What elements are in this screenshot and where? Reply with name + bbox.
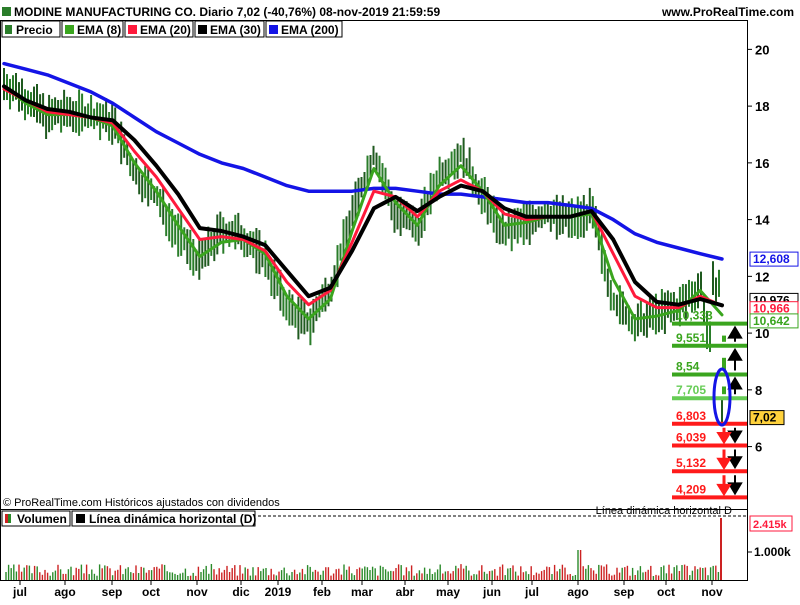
up-arrow-icon: [727, 376, 743, 395]
footer-note: © ProRealTime.com Históricos ajustados c…: [3, 497, 280, 509]
volume-legend: Volumen Línea dinámica horizontal (D): [1, 510, 256, 527]
price-axis: 20 18 16 14 12 10 8 6: [748, 42, 770, 455]
legend-item-volumen[interactable]: [1, 510, 71, 527]
x-tick-label: sep: [102, 585, 123, 599]
color-swatch: [269, 25, 278, 34]
y-tick-label: 10: [755, 326, 769, 341]
down-arrow-icon: [727, 427, 743, 444]
level-label: 8,54: [676, 360, 700, 374]
chart-title: MODINE MANUFACTURING CO. Diario 7,02 (-4…: [14, 5, 440, 19]
y-tick-label: 6: [755, 440, 762, 455]
up-arrow-icon: [727, 325, 743, 342]
level-label: 9,551: [676, 331, 706, 345]
x-tick-label: oct: [657, 585, 675, 599]
x-tick-label: oct: [142, 585, 160, 599]
y-tick-label: 8: [755, 383, 762, 398]
down-arrow-icon: [716, 449, 732, 471]
x-tick-label: feb: [313, 585, 331, 599]
x-tick-label: may: [436, 585, 460, 599]
x-tick-label: mar: [351, 585, 373, 599]
level-label: 7,705: [676, 383, 706, 397]
down-arrow-icon: [727, 475, 743, 496]
legend-item-ema30[interactable]: [194, 20, 265, 38]
level-label: 4,209: [676, 482, 706, 496]
ema-8-line: [2, 84, 724, 321]
price-marker-label: 7,02: [753, 411, 777, 425]
volume-last-marker: [749, 515, 793, 532]
legend: Precio EMA (8) EMA (20) EMA (30) EMA (20…: [1, 20, 343, 38]
down-arrow-icon: [716, 427, 732, 445]
ema-200-line: [2, 61, 724, 261]
ema-30-line: [2, 84, 724, 308]
x-tick-label: jul: [12, 585, 27, 599]
dynamic-line-label: Línea dinámica horizontal D: [596, 505, 732, 517]
color-swatch: [128, 25, 137, 34]
legend-label: EMA (200): [281, 23, 339, 37]
legend-item-ema200[interactable]: [265, 20, 343, 38]
y-tick-label: 14: [755, 213, 770, 228]
site-link[interactable]: www.ProRealTime.com: [661, 5, 794, 19]
volume-tick-label: 1.000k: [754, 545, 791, 559]
series-lines: [2, 61, 724, 321]
legend-label: EMA (8): [77, 23, 121, 37]
color-swatch: [198, 25, 207, 34]
y-tick-label: 20: [755, 42, 769, 57]
down-arrow-icon: [727, 449, 743, 470]
horizontal-levels: 10,333 9,551 8,54 7,705 6,803 6,039 5,132 4,209: [672, 309, 747, 500]
legend-item-ema8[interactable]: [61, 20, 124, 38]
time-axis: jul ago sep oct nov dic 2019 feb mar abr may jun jul…: [12, 580, 723, 599]
price-marker-label: 10,966: [753, 302, 790, 316]
legend-item-precio[interactable]: [1, 20, 61, 38]
legend-label: Línea dinámica horizontal (D): [89, 512, 256, 526]
legend-label: Precio: [16, 23, 53, 37]
level-arrows: [716, 325, 743, 497]
volume-last-label: 2.415k: [753, 519, 788, 531]
volume-icon: [5, 514, 8, 523]
x-tick-label: jun: [482, 585, 501, 599]
x-tick-label: nov: [701, 585, 723, 599]
level-label: 5,132: [676, 456, 706, 470]
legend-item-linea-dinamica[interactable]: [71, 510, 256, 527]
price-marker: [749, 410, 785, 426]
y-tick-label: 12: [755, 269, 769, 284]
level-label: 10,333: [676, 309, 713, 323]
ema-20-line: [2, 87, 724, 310]
price-marker: [749, 251, 799, 267]
price-marker: [749, 313, 799, 329]
instrument-icon: [2, 7, 11, 16]
y-tick-label: 16: [755, 156, 769, 171]
color-swatch: [65, 25, 74, 34]
y-tick-label: 18: [755, 99, 769, 114]
price-marker-label: 10,642: [753, 314, 790, 328]
volume-bars: [5, 518, 722, 580]
legend-item-ema20[interactable]: [124, 20, 194, 38]
x-tick-label: ago: [567, 585, 588, 599]
candle-icon: [5, 25, 12, 34]
price-marker-label: 12,608: [753, 252, 790, 266]
legend-label: EMA (20): [140, 23, 191, 37]
x-tick-label: ago: [54, 585, 75, 599]
x-tick-label: nov: [186, 585, 208, 599]
x-tick-label: dic: [232, 585, 250, 599]
level-label: 6,039: [676, 431, 706, 445]
legend-label: EMA (30): [210, 23, 261, 37]
volume-panel-frame: [0, 509, 748, 581]
x-tick-label: jul: [524, 585, 539, 599]
x-tick-label: abr: [396, 585, 415, 599]
down-arrow-icon: [716, 475, 732, 497]
legend-label: Volumen: [17, 512, 67, 526]
x-tick-label: 2019: [265, 585, 292, 599]
up-arrow-icon: [727, 347, 743, 371]
color-swatch: [76, 514, 85, 523]
x-tick-label: sep: [614, 585, 635, 599]
level-label: 6,803: [676, 409, 706, 423]
highlight-ellipse: [712, 367, 732, 427]
